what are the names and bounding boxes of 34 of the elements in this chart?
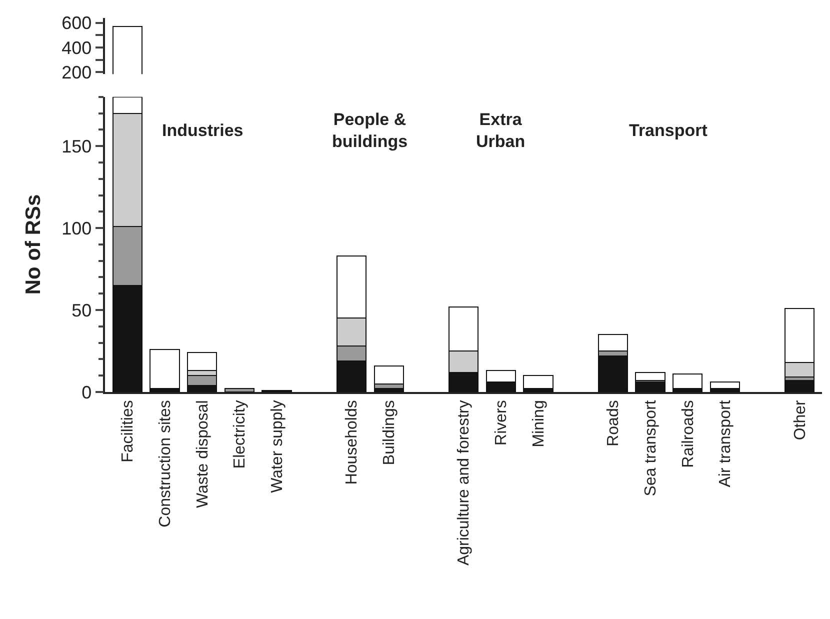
annotation: Transport (629, 121, 708, 140)
y-tick-label: 400 (62, 38, 92, 58)
annotation: Industries (162, 121, 244, 140)
y-tick-label: 100 (62, 218, 92, 238)
x-tick-label: Electricity (232, 400, 249, 469)
x-tick-label: Facilities (120, 400, 137, 462)
y-tick-label: 50 (72, 300, 92, 320)
bar (672, 373, 703, 390)
x-tick-label: Roads (605, 400, 622, 446)
x-tick-label: Waste disposal (194, 400, 212, 508)
bar (710, 382, 740, 390)
x-tick-label: Sea transport (642, 400, 660, 496)
annotation: People & buildings (332, 110, 408, 152)
bar (598, 355, 628, 392)
x-tick-label: Other (792, 399, 809, 440)
y-tick-label: 0 (82, 382, 92, 402)
x-tick-label: Households (344, 400, 361, 485)
y-tick-label: 150 (62, 136, 92, 156)
y-axis-title: No of RSs (22, 194, 46, 295)
x-tick-label: Air transport (717, 400, 734, 488)
x-tick-label: Construction sites (156, 400, 174, 528)
y-tick-label: 600 (62, 13, 92, 34)
bar (224, 388, 254, 392)
x-tick-label: Buildings (381, 400, 398, 466)
annotation: Extra Urban (476, 110, 526, 152)
x-tick-label: Mining (530, 400, 548, 448)
bar (150, 348, 180, 390)
y-tick-label: 200 (62, 62, 92, 82)
bar (784, 380, 815, 392)
bar (523, 375, 554, 390)
x-tick-label: Water supply (268, 400, 286, 493)
x-tick-label: Railroads (680, 400, 697, 468)
x-tick-label: Rivers (493, 400, 510, 446)
x-tick-label: Agriculture and forestry (456, 400, 473, 566)
